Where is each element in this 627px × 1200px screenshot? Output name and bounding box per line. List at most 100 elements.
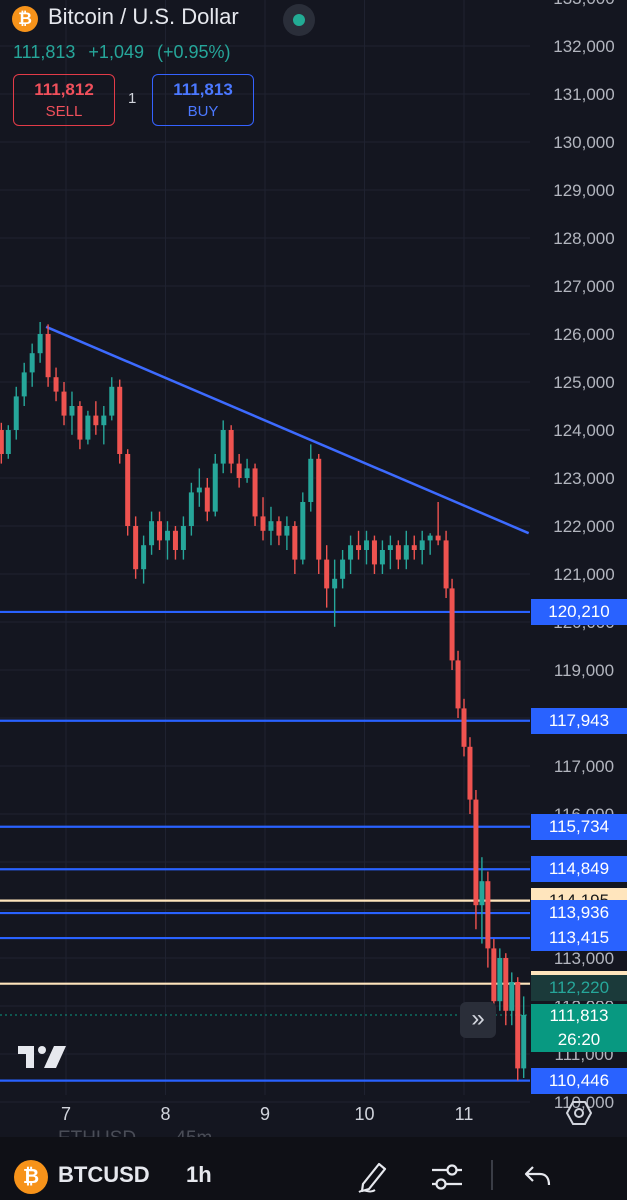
candle-body [300, 502, 306, 560]
bid-price-label: 112,220 [531, 975, 627, 1001]
pencil-draw-icon[interactable] [355, 1158, 389, 1194]
candle [117, 379, 123, 464]
level-price-label: 115,734 [531, 813, 627, 840]
candle-body [479, 881, 485, 906]
time-axis: 7 8 9 10 11 [61, 1104, 473, 1124]
price-tick-label: 132,000 [553, 37, 614, 56]
candle [29, 343, 35, 387]
undo-icon[interactable] [522, 1158, 556, 1194]
buy-label: BUY [187, 103, 219, 120]
candle [268, 506, 274, 546]
candle-body [109, 386, 115, 416]
candle [403, 530, 409, 570]
sliders-icon[interactable] [430, 1158, 464, 1194]
candle [109, 377, 115, 421]
descending-trendline[interactable] [45, 325, 530, 535]
price-tick-label: 119,000 [554, 661, 614, 680]
candle-body [228, 430, 234, 464]
candle-body [268, 521, 274, 531]
candle-body [204, 487, 210, 512]
candle [443, 530, 449, 598]
horizontal-levels [0, 610, 530, 1082]
candle [371, 535, 377, 574]
time-tick-label: 8 [160, 1104, 170, 1124]
candle [77, 401, 83, 450]
candle-body [509, 982, 515, 1011]
candle-body [260, 516, 266, 531]
candle [220, 420, 226, 474]
candle-body [244, 468, 250, 478]
candle [172, 526, 178, 560]
candle-body [485, 881, 491, 949]
symbol-title[interactable]: Bitcoin / U.S. Dollar [48, 4, 239, 29]
candle-body [180, 526, 186, 550]
level-price-label: 110,446 [531, 1067, 627, 1094]
symbol-header: ₿ Bitcoin / U.S. Dollar 111,813 +1,049 (… [0, 0, 530, 135]
candle [188, 482, 194, 536]
candle [509, 972, 515, 1026]
candle-body [292, 526, 298, 560]
candle-body [276, 521, 282, 536]
candle-body [324, 559, 330, 589]
candle [356, 530, 362, 560]
bitcoin-icon: ₿ [12, 6, 38, 32]
candle-body [521, 1014, 527, 1069]
candle-body [77, 406, 83, 440]
candle-body [497, 958, 503, 1002]
candle-body [252, 468, 258, 517]
candle [276, 516, 282, 546]
buy-button[interactable]: 111,813 BUY [152, 74, 254, 126]
candle-body [515, 982, 521, 1069]
candle [85, 410, 91, 445]
candle-body [61, 391, 67, 416]
time-tick-label: 11 [455, 1104, 474, 1124]
candle-body [379, 550, 385, 565]
candle [379, 540, 385, 574]
bottom-toolbar [0, 1137, 627, 1200]
level-price-label: 114,849 [531, 856, 627, 883]
candle [133, 516, 139, 579]
symbol-selector[interactable]: BTCUSD [58, 1162, 150, 1187]
price-tick-label: 124,000 [553, 421, 614, 440]
market-open-status-icon[interactable] [283, 4, 315, 36]
candle-body [340, 559, 346, 579]
price-tick-label: 125,000 [553, 373, 614, 392]
candle [157, 511, 163, 550]
scroll-to-realtime-button[interactable]: » [460, 1002, 496, 1038]
candle-body [149, 521, 155, 546]
candle-body [13, 396, 19, 430]
candle-body [196, 487, 202, 493]
candle [435, 502, 441, 546]
candle-body [387, 545, 393, 550]
candlestick-series [0, 322, 527, 1081]
candle [485, 871, 491, 968]
candle-body [212, 463, 218, 512]
candle-body [467, 746, 473, 800]
sell-price: 111,812 [34, 80, 94, 99]
price-chart[interactable]: 133,000 132,000 131,000 130,000 129,000 128,0… [0, 0, 627, 1137]
candle [228, 425, 234, 474]
current-price-label: 111,813 26:20 [531, 1004, 627, 1052]
order-quantity[interactable]: 1 [128, 90, 137, 107]
candle-body [93, 415, 99, 426]
candle [300, 492, 306, 565]
interval-selector[interactable]: 1h [186, 1162, 212, 1187]
chart-settings-icon[interactable] [566, 1100, 592, 1126]
price-tick-label: 126,000 [553, 325, 614, 344]
candle-body [45, 334, 51, 378]
candle [363, 530, 369, 565]
candle [5, 425, 11, 459]
candle [204, 478, 210, 522]
level-price-label: 117,943 [531, 707, 627, 734]
candle-body [419, 540, 425, 550]
candle [292, 521, 298, 574]
candle [521, 996, 527, 1078]
sell-button[interactable]: 111,812 SELL [13, 74, 115, 126]
candle [236, 454, 242, 488]
candle-body [37, 334, 43, 354]
candle [461, 698, 467, 757]
candle [244, 458, 250, 483]
time-tick-label: 9 [260, 1104, 270, 1124]
candle-body [125, 454, 131, 526]
candle [101, 406, 107, 445]
